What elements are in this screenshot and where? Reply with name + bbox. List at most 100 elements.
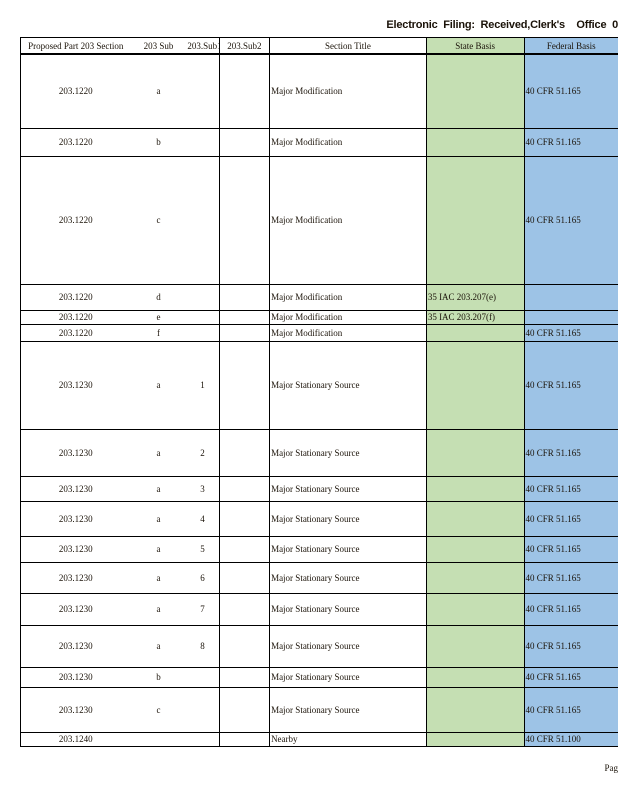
cell-sub2 xyxy=(219,283,271,311)
cell-section: 203.1220 xyxy=(20,283,131,311)
cell-sub1 xyxy=(186,323,220,342)
cell-sub: a xyxy=(130,340,187,430)
cell-title: Major Stationary Source xyxy=(269,686,427,733)
table-row: 203.1230 a 7 Major Stationary Source 40 CFR … xyxy=(20,592,618,626)
cell-state-basis xyxy=(426,500,525,537)
cell-sub: f xyxy=(130,323,187,342)
cell-sub2 xyxy=(219,53,271,129)
cell-state-basis xyxy=(426,53,525,129)
cell-state-basis xyxy=(426,155,525,285)
cell-sub: b xyxy=(130,666,187,688)
cell-state-basis xyxy=(426,127,525,157)
cell-federal-basis: 40 CFR 51.165 xyxy=(524,428,618,477)
col-header-sub2: 203.Sub2 xyxy=(219,37,271,55)
cell-section: 203.1230 xyxy=(20,340,131,430)
cell-sub: c xyxy=(130,686,187,733)
cell-sub1 xyxy=(186,127,220,157)
cell-section: 203.1220 xyxy=(20,155,131,285)
cell-sub2 xyxy=(219,309,271,325)
cell-section: 203.1230 xyxy=(20,561,131,594)
cell-sub1: 3 xyxy=(186,475,220,502)
table-row: 203.1230 a 4 Major Stationary Source 40 CFR … xyxy=(20,500,618,537)
cell-title: Major Stationary Source xyxy=(269,592,427,626)
cell-federal-basis: 40 CFR 51.165 xyxy=(524,500,618,537)
table-row: 203.1230 a 5 Major Stationary Source 40 CFR … xyxy=(20,535,618,563)
cell-state-basis xyxy=(426,731,525,747)
cell-state-basis xyxy=(426,561,525,594)
table-row: 203.1230 a 6 Major Stationary Source 40 CFR … xyxy=(20,561,618,594)
cell-sub1 xyxy=(186,731,220,747)
col-header-title: Section Title xyxy=(269,37,427,55)
filing-stamp-header: Electronic Filing: Received,Clerk's Offi… xyxy=(386,19,618,31)
cell-sub2 xyxy=(219,686,271,733)
table-row: 203.1240 Nearby 40 CFR 51.100 xyxy=(20,731,618,747)
cell-sub: b xyxy=(130,127,187,157)
cell-federal-basis: 40 CFR 51.165 xyxy=(524,561,618,594)
cell-federal-basis xyxy=(524,309,618,325)
cell-sub: a xyxy=(130,561,187,594)
cell-federal-basis xyxy=(524,283,618,311)
cell-state-basis xyxy=(426,428,525,477)
cell-sub: c xyxy=(130,155,187,285)
cell-section: 203.1230 xyxy=(20,475,131,502)
cell-sub2 xyxy=(219,323,271,342)
table-row: 203.1230 a 3 Major Stationary Source 40 CFR … xyxy=(20,475,618,502)
cell-title: Major Stationary Source xyxy=(269,500,427,537)
cell-sub2 xyxy=(219,592,271,626)
cell-sub1: 4 xyxy=(186,500,220,537)
table-row: 203.1220 c Major Modification 40 CFR 51.165 xyxy=(20,155,618,285)
table-row: 203.1220 a Major Modification 40 CFR 51.165 xyxy=(20,53,618,129)
cell-state-basis: 35 IAC 203.207(f) xyxy=(426,309,525,325)
table-header-row: Proposed Part 203 Section 203 Sub 203.Su… xyxy=(20,37,618,55)
cell-section: 203.1220 xyxy=(20,323,131,342)
cell-federal-basis: 40 CFR 51.100 xyxy=(524,731,618,747)
cell-state-basis xyxy=(426,666,525,688)
cell-section: 203.1230 xyxy=(20,666,131,688)
cell-federal-basis: 40 CFR 51.165 xyxy=(524,340,618,430)
cell-state-basis xyxy=(426,535,525,563)
col-header-sub: 203 Sub xyxy=(130,37,187,55)
cell-sub: a xyxy=(130,53,187,129)
cell-federal-basis: 40 CFR 51.165 xyxy=(524,323,618,342)
cell-state-basis xyxy=(426,686,525,733)
cell-section: 203.1230 xyxy=(20,428,131,477)
cell-sub1 xyxy=(186,666,220,688)
cell-title: Major Modification xyxy=(269,127,427,157)
cell-title: Major Modification xyxy=(269,323,427,342)
cell-title: Major Modification xyxy=(269,155,427,285)
cell-sub1 xyxy=(186,283,220,311)
table-row: 203.1230 a 1 Major Stationary Source 40 CFR … xyxy=(20,340,618,430)
cell-section: 203.1220 xyxy=(20,309,131,325)
cell-title: Major Stationary Source xyxy=(269,340,427,430)
page-label: Pag xyxy=(604,763,618,773)
table-row: 203.1220 e Major Modification 35 IAC 203.20… xyxy=(20,309,618,325)
cell-sub2 xyxy=(219,535,271,563)
cell-sub2 xyxy=(219,666,271,688)
cell-sub1: 8 xyxy=(186,624,220,668)
cell-state-basis xyxy=(426,592,525,626)
cell-sub: a xyxy=(130,475,187,502)
cell-sub2 xyxy=(219,428,271,477)
cell-federal-basis: 40 CFR 51.165 xyxy=(524,592,618,626)
cell-sub1 xyxy=(186,155,220,285)
cell-section: 203.1220 xyxy=(20,127,131,157)
table-row: 203.1230 a 8 Major Stationary Source 40 CFR … xyxy=(20,624,618,668)
cell-sub2 xyxy=(219,475,271,502)
cell-title: Major Stationary Source xyxy=(269,624,427,668)
cell-section: 203.1230 xyxy=(20,500,131,537)
cell-sub: a xyxy=(130,428,187,477)
cell-federal-basis: 40 CFR 51.165 xyxy=(524,127,618,157)
cell-state-basis xyxy=(426,323,525,342)
cell-sub2 xyxy=(219,155,271,285)
cell-sub1: 1 xyxy=(186,340,220,430)
table-row: 203.1230 c Major Stationary Source 40 CFR 5… xyxy=(20,686,618,733)
cell-sub2 xyxy=(219,624,271,668)
cell-section: 203.1230 xyxy=(20,624,131,668)
cell-sub1: 7 xyxy=(186,592,220,626)
cell-federal-basis: 40 CFR 51.165 xyxy=(524,475,618,502)
cell-sub: a xyxy=(130,592,187,626)
table-row: 203.1220 d Major Modification 35 IAC 203.20… xyxy=(20,283,618,311)
cell-title: Nearby xyxy=(269,731,427,747)
cell-federal-basis: 40 CFR 51.165 xyxy=(524,155,618,285)
cell-sub1: 6 xyxy=(186,561,220,594)
